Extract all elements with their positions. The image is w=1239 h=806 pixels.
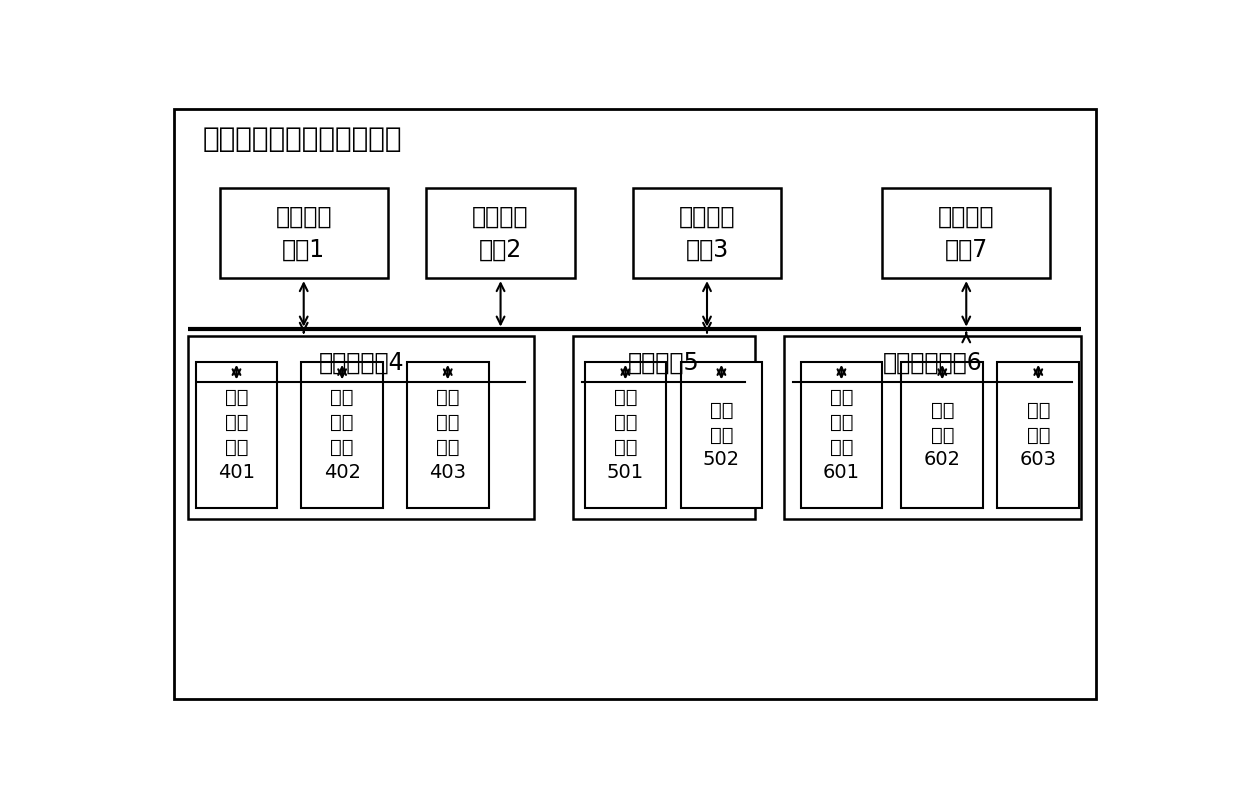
- Text: 订单
生成
单元
601: 订单 生成 单元 601: [823, 388, 860, 482]
- Text: 云端的换电费用的处理系统: 云端的换电费用的处理系统: [203, 125, 403, 152]
- Text: 授权模块5: 授权模块5: [628, 351, 700, 375]
- Bar: [188, 335, 534, 519]
- Text: 第二通知
模块7: 第二通知 模块7: [938, 205, 995, 262]
- Bar: [406, 362, 488, 508]
- Bar: [196, 362, 278, 508]
- Text: 第一
获取
单元
401: 第一 获取 单元 401: [218, 388, 255, 482]
- Bar: [219, 189, 388, 278]
- Text: 第一
扣费
单元
402: 第一 扣费 单元 402: [323, 388, 361, 482]
- Text: 冻结判断
模块2: 冻结判断 模块2: [472, 205, 529, 262]
- Text: 设置
单元
602: 设置 单元 602: [924, 401, 960, 469]
- Bar: [680, 362, 762, 508]
- Bar: [997, 362, 1079, 508]
- Bar: [902, 362, 983, 508]
- Bar: [426, 189, 575, 278]
- Text: 第一通知模块6: 第一通知模块6: [882, 351, 983, 375]
- Text: 价格
计算
单元
501: 价格 计算 单元 501: [607, 388, 644, 482]
- Bar: [784, 335, 1082, 519]
- Text: 预授权模块4: 预授权模块4: [318, 351, 404, 375]
- Text: 里程计算
模块3: 里程计算 模块3: [679, 205, 735, 262]
- Bar: [585, 362, 667, 508]
- Bar: [800, 362, 882, 508]
- Text: 发送
单元
603: 发送 单元 603: [1020, 401, 1057, 469]
- Bar: [301, 362, 383, 508]
- Text: 第二
扣费
单元
403: 第二 扣费 单元 403: [429, 388, 466, 482]
- Bar: [633, 189, 782, 278]
- Bar: [572, 335, 755, 519]
- Text: 账号接收
模块1: 账号接收 模块1: [275, 205, 332, 262]
- Text: 退费
单元
502: 退费 单元 502: [703, 401, 740, 469]
- Bar: [882, 189, 1051, 278]
